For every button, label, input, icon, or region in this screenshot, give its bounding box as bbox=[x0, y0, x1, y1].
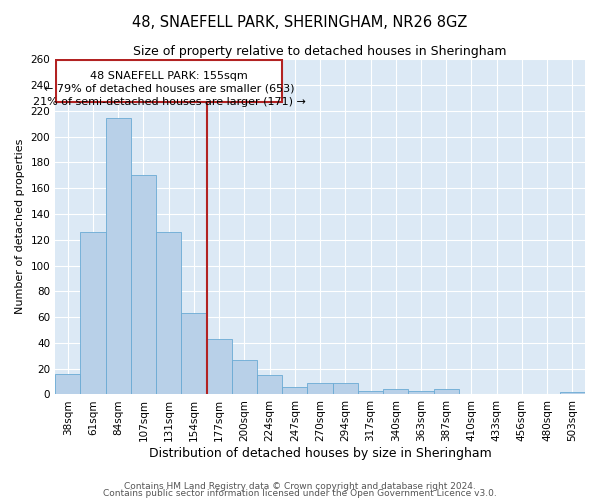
Title: Size of property relative to detached houses in Sheringham: Size of property relative to detached ho… bbox=[133, 45, 507, 58]
Bar bbox=[156, 232, 181, 394]
Text: Contains HM Land Registry data © Crown copyright and database right 2024.: Contains HM Land Registry data © Crown c… bbox=[124, 482, 476, 491]
Bar bbox=[560, 392, 585, 394]
Bar bbox=[131, 175, 156, 394]
Bar bbox=[332, 383, 358, 394]
Bar bbox=[106, 118, 131, 394]
X-axis label: Distribution of detached houses by size in Sheringham: Distribution of detached houses by size … bbox=[149, 447, 491, 460]
Bar bbox=[232, 360, 257, 394]
Bar bbox=[434, 390, 459, 394]
Text: 48 SNAEFELL PARK: 155sqm: 48 SNAEFELL PARK: 155sqm bbox=[91, 71, 248, 81]
Bar bbox=[257, 375, 282, 394]
Text: 48, SNAEFELL PARK, SHERINGHAM, NR26 8GZ: 48, SNAEFELL PARK, SHERINGHAM, NR26 8GZ bbox=[133, 15, 467, 30]
Text: 21% of semi-detached houses are larger (171) →: 21% of semi-detached houses are larger (… bbox=[33, 96, 306, 106]
Bar bbox=[56, 60, 282, 102]
Bar bbox=[181, 313, 206, 394]
Bar bbox=[383, 390, 409, 394]
Text: Contains public sector information licensed under the Open Government Licence v3: Contains public sector information licen… bbox=[103, 490, 497, 498]
Bar bbox=[358, 390, 383, 394]
Bar bbox=[409, 390, 434, 394]
Text: ← 79% of detached houses are smaller (653): ← 79% of detached houses are smaller (65… bbox=[44, 84, 295, 94]
Bar bbox=[307, 383, 332, 394]
Bar bbox=[206, 339, 232, 394]
Y-axis label: Number of detached properties: Number of detached properties bbox=[15, 139, 25, 314]
Bar bbox=[282, 386, 307, 394]
Bar bbox=[55, 374, 80, 394]
Bar bbox=[80, 232, 106, 394]
